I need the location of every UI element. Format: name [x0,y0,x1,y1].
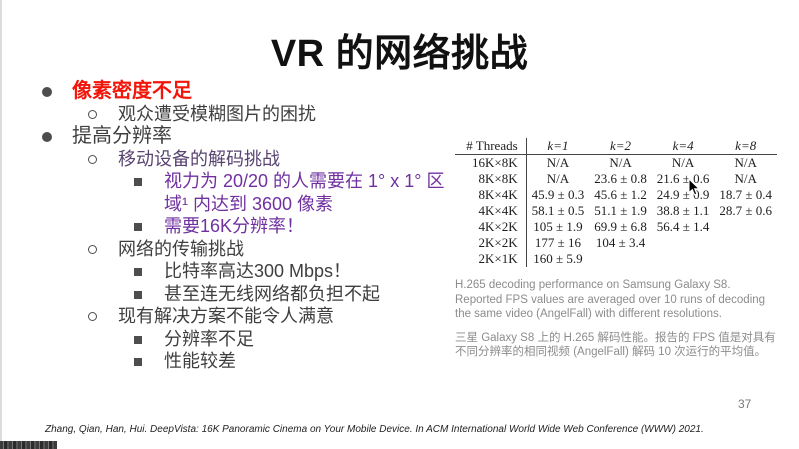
resolution-cell: 8K×4K [455,187,527,203]
table-body: 16K×8K N/A N/A N/A N/A 8K×8K N/A 23.6 ± 0.8 21.6… [455,154,777,267]
resolution-cell: 4K×2K [455,219,527,235]
fps-value-cell [714,235,777,251]
fps-value-cell: 18.7 ± 0.4 [719,187,773,202]
resolution-cell: 16K×8K [455,154,527,171]
fps-value-cell: N/A [546,171,570,186]
table-row: 2K×2K 177 ± 16 104 ± 3.4 [455,235,777,251]
square-bullet-icon [134,178,164,186]
bullet-item: 比特率高达300 Mbps！ [42,260,462,283]
fps-value-cell: N/A [609,155,632,170]
disc-bullet-icon [42,87,72,97]
disc-bullet-icon [42,132,72,142]
column-header: k=8 [714,138,777,155]
fps-value-cell [652,251,715,267]
fps-value-cell: 177 ± 16 [534,235,582,250]
bullet-text: 性能较差 [164,351,236,371]
resolution-cell: 2K×1K [455,251,527,267]
table-row: 8K×4K 45.9 ± 0.3 45.6 ± 1.2 24.9 ± 0.9 18.7 … [455,187,777,203]
bullet-list: 像素密度不足 观众遭受模糊图片的困扰 提高分辨率 移动设备的解码挑战 视力为 20/20… [42,80,462,373]
bullet-item: 观众遭受模糊图片的困扰 [42,103,462,126]
bullet-text: 分辨率不足 [164,328,254,349]
fps-value-cell: 38.8 ± 1.1 [656,203,710,218]
fps-value-cell: 24.9 ± 0.9 [656,187,710,202]
bullet-text: 观众遭受模糊图片的困扰 [118,103,316,124]
bullet-text: 提高分辨率 [72,125,172,147]
circle-bullet-icon [88,312,118,321]
footer-citation: Zhang, Qian, Han, Hui. DeepVista: 16K Pa… [45,424,704,435]
bullet-item: 需要16K分辨率！ [42,215,462,238]
bullet-text: 甚至连无线网络都负担不起 [164,283,380,304]
fps-value-cell: 51.1 ± 1.9 [594,203,647,218]
slide-left-edge [0,0,2,449]
bullet-item: 分辨率不足 [42,328,462,351]
fps-value-cell: N/A [734,155,757,170]
bullet-text: 需要16K分辨率！ [164,216,305,236]
mouse-cursor-icon [688,178,701,196]
bullet-item: 网络的传输挑战 [42,238,462,261]
bullet-text: 网络的传输挑战 [118,238,244,259]
fps-value-cell: 105 ± 1.9 [533,219,583,234]
resolution-cell: 2K×2K [455,235,527,251]
decoding-performance-table: # Threads k=1 k=2 k=4 k=8 16K×8K N/A N/A N/A N/A… [455,138,777,267]
square-bullet-icon [134,290,164,299]
fps-value-cell: 45.9 ± 0.3 [531,187,585,202]
bullet-item: 甚至连无线网络都负担不起 [42,283,462,306]
table-row: 4K×2K 105 ± 1.9 69.9 ± 6.8 56.4 ± 1.4 [455,219,777,235]
bullet-text: 像素密度不足 [72,80,192,102]
fps-value-cell: 56.4 ± 1.4 [656,219,710,234]
fps-value-cell: 45.6 ± 1.2 [594,187,647,202]
video-compression-artifact [0,441,57,449]
table-caption: H.265 decoding performance on Samsung Ga… [455,278,779,369]
square-bullet-icon [134,358,164,366]
table-row: 16K×8K N/A N/A N/A N/A [455,154,777,171]
bullet-item: 视力为 20/20 的人需要在 1° x 1° 区域¹ 内达到 3600 像素 [42,170,462,215]
square-bullet-icon [134,268,164,276]
circle-bullet-icon [88,244,118,254]
bullet-text: 移动设备的解码挑战 [118,148,280,169]
column-header-threads: # Threads [455,138,527,155]
table-row: 8K×8K N/A 23.6 ± 0.8 21.6 ± 0.6 N/A [455,171,777,187]
bullet-item: 性能较差 [42,350,462,373]
bullet-item: 提高分辨率 [42,125,462,148]
fps-value-cell: 28.7 ± 0.6 [719,203,773,218]
table-caption-chinese: 三星 Galaxy S8 上的 H.265 解码性能。报告的 FPS 值是对具有… [455,331,776,359]
table-caption-english: H.265 decoding performance on Samsung Ga… [455,279,766,320]
fps-value-cell: 23.6 ± 0.8 [594,171,647,186]
bullet-text: 视力为 20/20 的人需要在 1° x 1° 区域¹ 内达到 3600 像素 [164,171,445,214]
bullet-item: 现有解决方案不能令人满意 [42,305,462,328]
circle-bullet-icon [88,154,118,164]
fps-value-cell [652,235,715,251]
slide-title: VR 的网络挑战 [270,33,529,75]
square-bullet-icon [134,335,164,344]
fps-value-cell: 21.6 ± 0.6 [656,171,710,186]
bullet-text: 现有解决方案不能令人满意 [118,306,334,326]
fps-value-cell [714,219,777,235]
square-bullet-icon [134,223,164,231]
resolution-cell: 8K×8K [455,171,527,187]
fps-value-cell: 58.1 ± 0.5 [531,203,585,218]
fps-value-cell: N/A [546,155,570,170]
bullet-text: 比特率高达300 Mbps！ [164,261,352,281]
resolution-cell: 4K×4K [455,203,527,219]
fps-value-cell [589,251,652,267]
table-header: # Threads k=1 k=2 k=4 k=8 [455,138,777,155]
column-header: k=4 [651,138,715,155]
page-number: 37 [738,397,752,411]
column-header: k=2 [589,138,652,155]
fps-value-cell [714,251,777,267]
bullet-item: 移动设备的解码挑战 [42,148,462,171]
table-row: 4K×4K 58.1 ± 0.5 51.1 ± 1.9 38.8 ± 1.1 28.7 … [455,203,777,219]
column-header: k=1 [526,138,590,155]
fps-value-cell: 160 ± 5.9 [533,251,583,266]
fps-value-cell: N/A [734,171,757,186]
fps-value-cell: 69.9 ± 6.8 [594,219,647,234]
table-row: 2K×1K 160 ± 5.9 [455,251,777,267]
circle-bullet-icon [88,109,118,119]
fps-value-cell: 104 ± 3.4 [595,235,646,250]
bullet-item: 像素密度不足 [42,80,462,103]
fps-value-cell: N/A [671,155,695,170]
